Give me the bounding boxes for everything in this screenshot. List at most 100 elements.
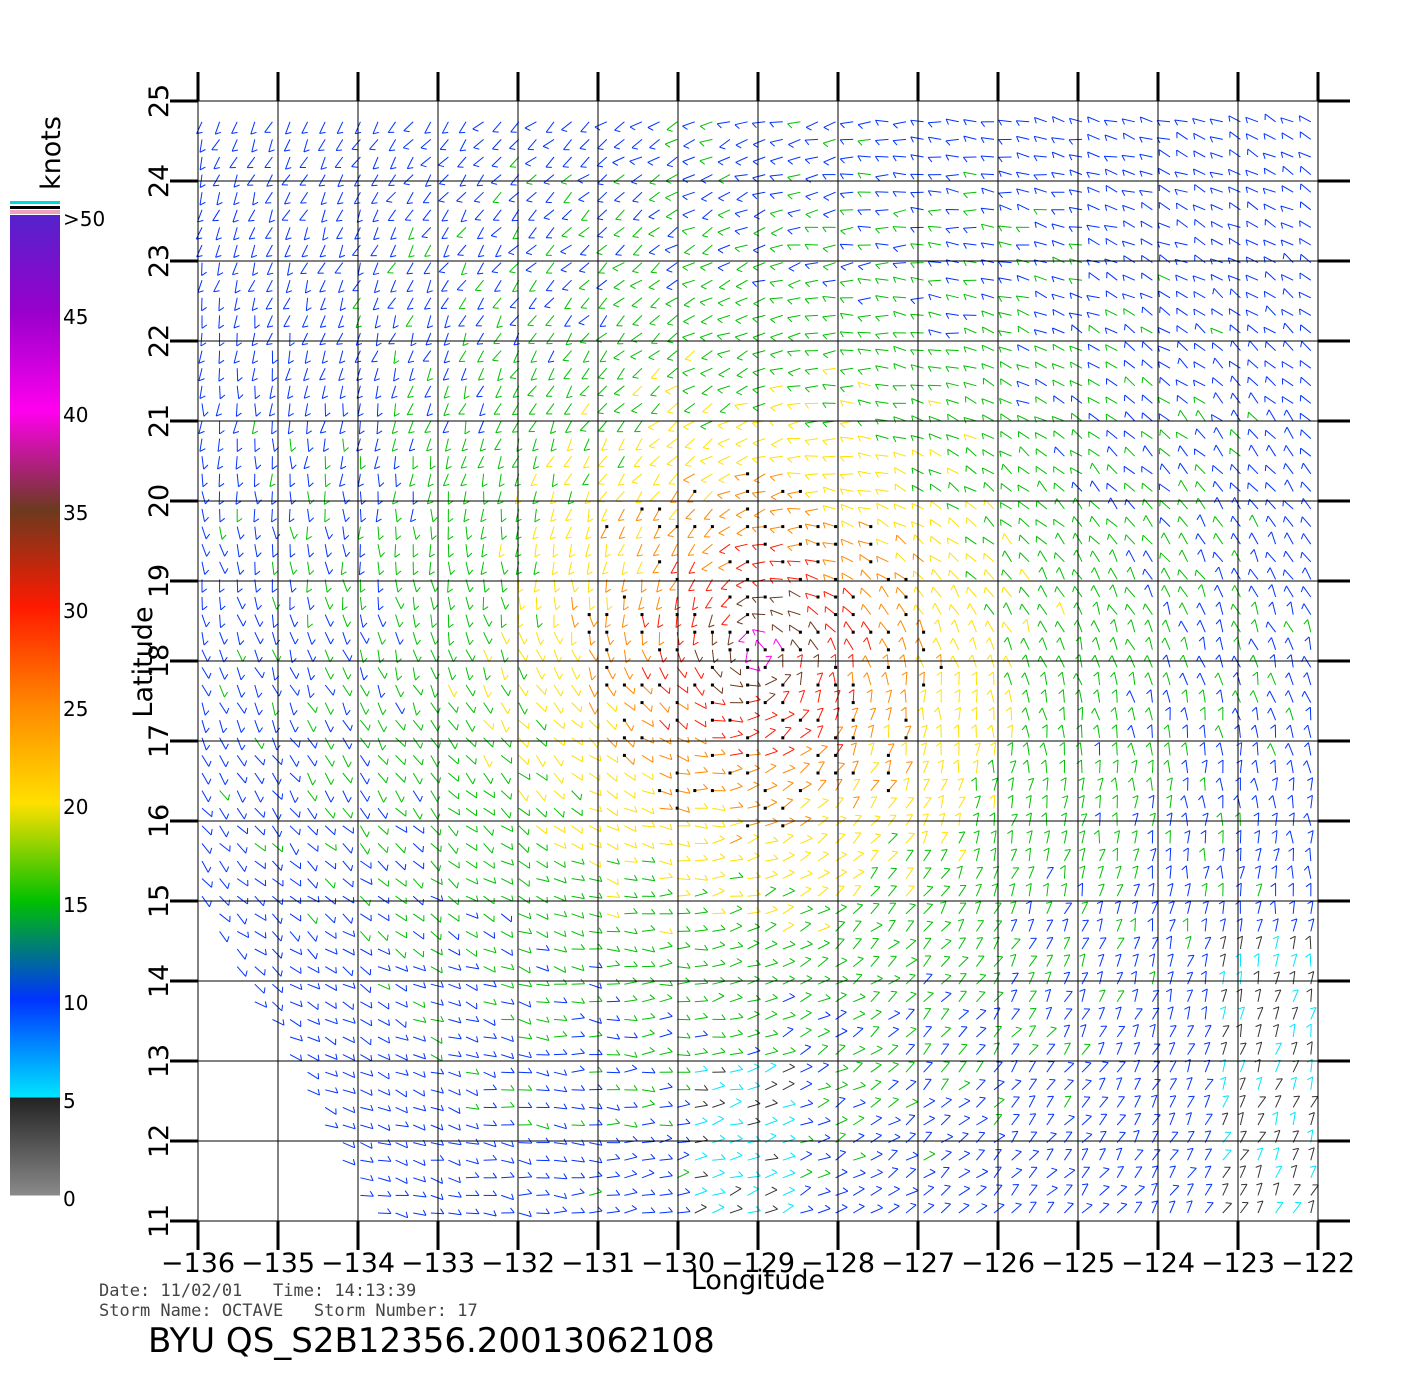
wind-barb	[975, 830, 980, 844]
wind-barb	[712, 857, 726, 862]
wind-barb-tick	[929, 1097, 935, 1102]
wind-barb	[589, 1142, 603, 1146]
rain-flag	[710, 789, 714, 793]
wind-barb-tick	[945, 1097, 952, 1101]
wind-barb	[1116, 954, 1122, 967]
wind-barb-tick	[370, 1104, 374, 1111]
wind-barb	[500, 807, 510, 819]
wind-barb	[1310, 900, 1314, 914]
wind-barb	[782, 1050, 796, 1056]
wind-barb-tick	[771, 1186, 778, 1191]
wind-barb	[976, 1171, 989, 1179]
wind-barb-tick	[314, 760, 318, 767]
wind-barb	[677, 1141, 691, 1144]
wind-barb	[377, 1071, 390, 1080]
wind-barb-tick	[1273, 1006, 1280, 1010]
wind-barb	[448, 895, 459, 906]
wind-barb-tick	[580, 1031, 585, 1037]
wind-barb-tick	[264, 1001, 268, 1008]
wind-barb	[976, 1044, 986, 1055]
wind-barb	[606, 772, 618, 782]
rain-flag	[746, 665, 750, 669]
wind-barb	[800, 852, 812, 862]
wind-barb-tick	[1081, 972, 1088, 975]
wind-barb	[571, 1124, 585, 1126]
wind-barb-tick	[1273, 1147, 1280, 1151]
wind-barb	[1134, 813, 1139, 826]
wind-barb-tick	[352, 1141, 356, 1148]
wind-barb-tick	[599, 875, 603, 882]
wind-barb-tick	[419, 795, 423, 802]
wind-barb	[395, 930, 408, 939]
wind-barb-tick	[1253, 812, 1260, 817]
rain-flag	[922, 683, 926, 687]
wind-barb-tick	[1150, 848, 1157, 852]
wind-barb-tick	[1132, 1024, 1139, 1027]
wind-barb-tick	[841, 1116, 848, 1121]
wind-barb-tick	[893, 1203, 900, 1207]
wind-barb	[1046, 1201, 1055, 1214]
wind-barb-tick	[1288, 777, 1295, 782]
wind-barb	[1099, 918, 1103, 932]
wind-barb-tick	[388, 1089, 391, 1096]
wind-barb-tick	[1152, 1130, 1159, 1133]
rain-flag	[834, 683, 838, 687]
wind-barb-tick	[912, 1151, 919, 1156]
wind-barb	[465, 825, 478, 833]
wind-barb-tick	[737, 1134, 743, 1140]
wind-barb-tick	[974, 795, 981, 799]
wind-barb	[307, 931, 317, 942]
wind-barb-tick	[1219, 1006, 1226, 1010]
wind-barb-tick	[822, 956, 829, 959]
wind-barb	[1116, 866, 1122, 879]
wind-barb-tick	[1167, 971, 1174, 975]
wind-barb	[377, 596, 380, 611]
wind-barb-tick	[875, 1079, 882, 1083]
wind-barb-tick	[667, 1171, 673, 1177]
wind-barb	[729, 806, 743, 809]
wind-barb	[448, 1124, 461, 1131]
wind-barb-tick	[824, 1204, 831, 1210]
wind-barb	[448, 983, 461, 990]
wind-barb-tick	[599, 841, 602, 848]
wind-barb	[712, 963, 726, 968]
wind-barb	[1239, 1165, 1247, 1179]
wind-barb	[448, 1001, 461, 1007]
wind-barb	[412, 878, 423, 889]
wind-barb	[377, 1212, 392, 1214]
wind-barb-tick	[807, 905, 813, 910]
wind-barb	[905, 777, 910, 791]
wind-barb-tick	[455, 847, 459, 854]
wind-barb	[448, 1089, 461, 1096]
wind-barb	[1169, 901, 1175, 914]
wind-barb	[1134, 760, 1138, 774]
wind-barb	[870, 742, 875, 756]
wind-barb	[659, 962, 673, 968]
rain-flag	[746, 613, 750, 617]
wind-barb	[641, 1103, 655, 1108]
wind-barb-tick	[991, 883, 998, 887]
wind-barb-tick	[823, 869, 830, 873]
wind-barb	[606, 825, 620, 831]
wind-barb	[606, 895, 620, 898]
wind-barb	[1204, 937, 1212, 950]
wind-barb-tick	[822, 815, 829, 819]
wind-barb	[1239, 918, 1243, 932]
wind-barb	[1185, 865, 1189, 879]
wind-barb	[1204, 1025, 1212, 1038]
wind-barb-tick	[388, 964, 391, 971]
wind-barb-tick	[754, 1010, 760, 1015]
wind-barb	[870, 780, 880, 791]
wind-barb-tick	[1112, 759, 1119, 764]
wind-barb-tick	[616, 824, 620, 831]
wind-barb	[1187, 1006, 1191, 1020]
wind-barb-tick	[822, 798, 829, 801]
wind-barb	[1046, 971, 1052, 985]
wind-barb-tick	[352, 930, 356, 937]
wind-barb-tick	[789, 1063, 795, 1068]
wind-barb-tick	[1009, 883, 1015, 887]
wind-barb-tick	[634, 874, 638, 881]
wind-barb-tick	[264, 932, 267, 939]
wind-barb-tick	[580, 1048, 585, 1054]
wind-barb-tick	[788, 869, 795, 873]
